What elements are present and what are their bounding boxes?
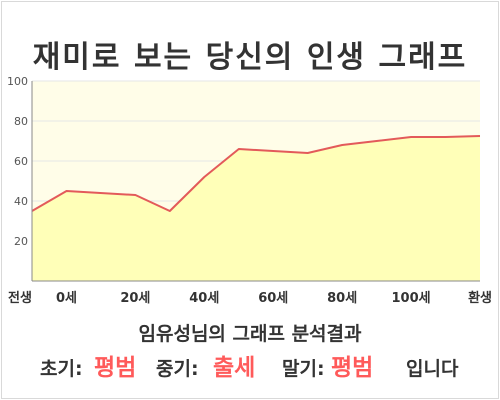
y-tick-label: 60	[14, 155, 28, 168]
x-ticks: 전생 0세 20세 40세 60세 80세 100세 환생	[8, 290, 492, 306]
y-tick-label: 80	[14, 115, 28, 128]
x-tick-label: 환생	[468, 290, 492, 306]
y-ticks: 20 40 60 80 100	[7, 75, 28, 248]
x-tick-label: 0세	[56, 291, 77, 306]
x-tick-label: 100세	[392, 291, 431, 306]
late-value: 평범	[331, 355, 374, 381]
middle-value: 출세	[213, 355, 256, 381]
x-tick-label: 40세	[189, 291, 219, 306]
analysis-subtitle: 임유성님의 그래프 분석결과	[138, 323, 362, 345]
chart-title: 재미로 보는 당신의 인생 그래프	[32, 40, 468, 75]
x-tick-label: 80세	[327, 291, 357, 306]
analysis-result: 초기: 평범 중기: 출세 말기: 평범 입니다	[0, 346, 500, 382]
life-area	[32, 136, 480, 281]
y-tick-label: 20	[14, 235, 28, 248]
x-tick-label: 20세	[120, 291, 150, 306]
y-tick-label: 40	[14, 195, 28, 208]
middle-label: 중기:	[156, 358, 199, 380]
x-tick-label: 60세	[258, 291, 288, 306]
early-label: 초기:	[40, 358, 83, 380]
y-tick-label: 100	[7, 75, 28, 88]
x-tick-label: 전생	[8, 290, 32, 306]
early-value: 평범	[94, 355, 137, 381]
life-line	[31, 135, 481, 212]
ending-text: 입니다	[406, 358, 459, 380]
late-label: 말기:	[282, 358, 325, 380]
